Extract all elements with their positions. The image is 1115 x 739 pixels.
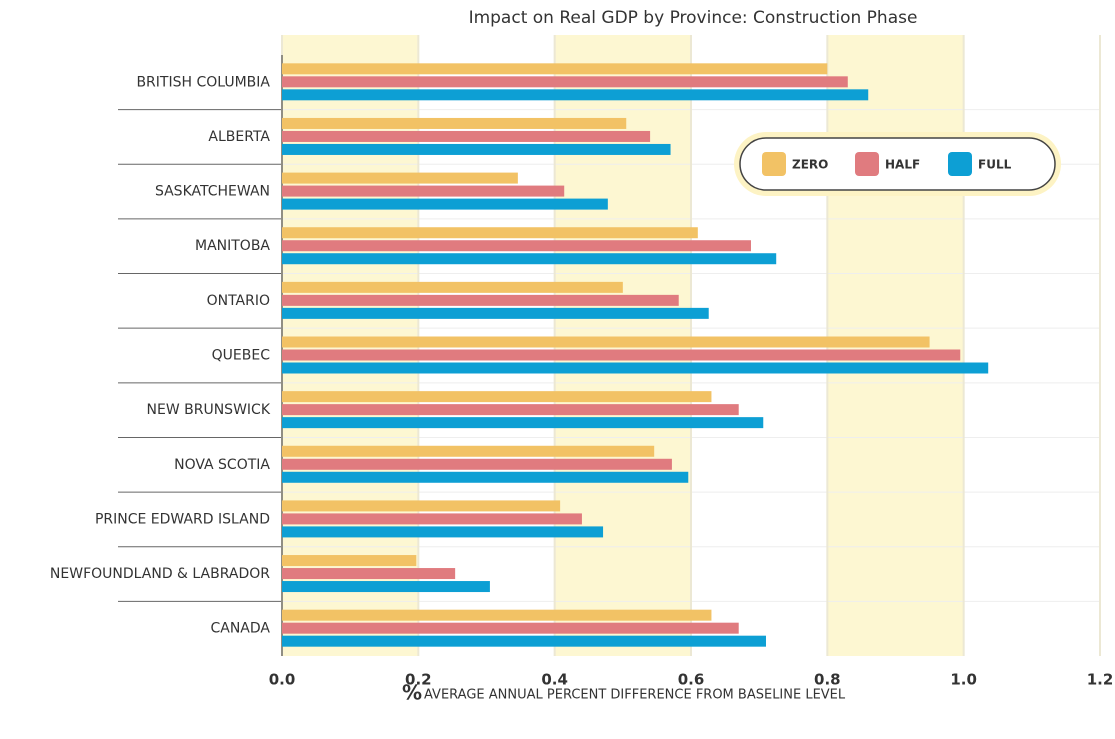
bar <box>282 581 490 593</box>
bar <box>282 609 712 621</box>
x-axis-unit: % <box>402 681 422 705</box>
legend-label: ZERO <box>792 158 828 172</box>
y-tick-label: CANADA <box>210 621 270 637</box>
bar <box>282 391 712 403</box>
bar <box>282 240 751 252</box>
y-tick-label: MANITOBA <box>195 238 270 254</box>
bar <box>282 471 689 483</box>
y-tick-label: NEW BRUNSWICK <box>147 402 271 418</box>
x-tick-label: 0.6 <box>678 671 705 689</box>
bar <box>282 185 565 197</box>
bar <box>282 76 848 88</box>
bar <box>282 349 961 361</box>
y-tick-label: ONTARIO <box>207 293 270 309</box>
x-tick-label: 1.0 <box>950 671 977 689</box>
y-tick-label: PRINCE EDWARD ISLAND <box>95 511 270 527</box>
y-tick-label: ALBERTA <box>208 129 270 145</box>
bar <box>282 555 417 567</box>
x-tick-label: 0.0 <box>269 671 296 689</box>
chart-title: Impact on Real GDP by Province: Construc… <box>469 8 918 28</box>
bar <box>282 336 930 348</box>
y-tick-label: NOVA SCOTIA <box>174 457 270 473</box>
y-tick-label: BRITISH COLUMBIA <box>136 74 270 90</box>
legend-label: FULL <box>978 158 1012 172</box>
bar <box>282 635 766 647</box>
legend-swatch <box>762 152 786 176</box>
y-tick-label: SASKATCHEWAN <box>155 184 270 200</box>
bar <box>282 294 679 306</box>
bar <box>282 143 671 155</box>
bar <box>282 513 582 525</box>
bar <box>282 89 869 101</box>
bar <box>282 281 623 293</box>
x-tick-label: 0.8 <box>814 671 841 689</box>
bar <box>282 458 672 470</box>
bar <box>282 568 456 580</box>
x-tick-label: 1.2 <box>1087 671 1114 689</box>
legend-swatch <box>855 152 879 176</box>
bar <box>282 500 561 512</box>
y-tick-label: QUEBEC <box>212 348 271 364</box>
bar <box>282 622 739 634</box>
bar <box>282 445 655 457</box>
legend-box <box>739 137 1056 191</box>
legend-label: HALF <box>885 158 920 172</box>
bar <box>282 362 989 374</box>
bar <box>282 130 651 142</box>
bar <box>282 253 777 265</box>
bar <box>282 198 608 210</box>
bar <box>282 526 604 538</box>
bar <box>282 307 709 319</box>
x-tick-label: 0.2 <box>405 671 432 689</box>
y-tick-label: NEWFOUNDLAND & LABRADOR <box>50 566 270 582</box>
x-axis-label: AVERAGE ANNUAL PERCENT DIFFERENCE FROM B… <box>424 688 846 703</box>
legend-swatch <box>948 152 972 176</box>
bar <box>282 417 764 429</box>
bar <box>282 117 627 129</box>
bar <box>282 63 828 75</box>
bar <box>282 227 698 239</box>
bar <box>282 172 518 184</box>
x-tick-label: 0.4 <box>541 671 568 689</box>
bar <box>282 404 739 416</box>
